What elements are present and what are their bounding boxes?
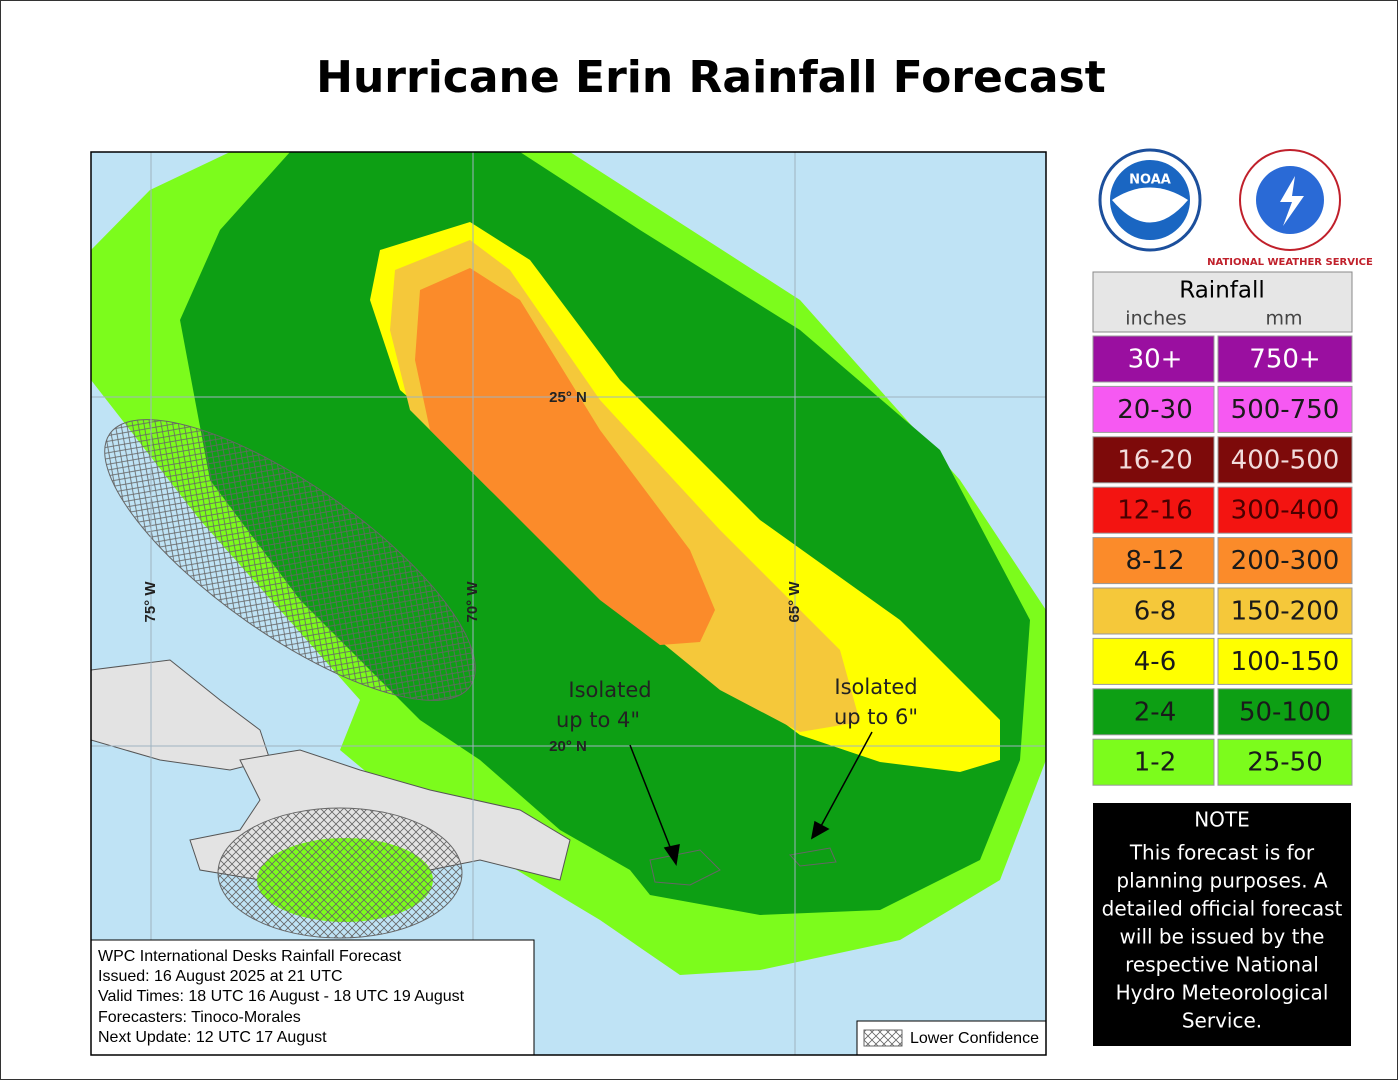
nws-logo: NATIONAL WEATHER SERVICE bbox=[1207, 149, 1373, 268]
note-line: respective National bbox=[1125, 953, 1319, 977]
noaa-logo: NOAA bbox=[1098, 148, 1202, 252]
legend-swatch bbox=[1092, 738, 1215, 786]
legend-swatch bbox=[1092, 385, 1215, 433]
note-title: NOTE bbox=[1194, 808, 1250, 832]
legend-swatch bbox=[1092, 335, 1215, 383]
legend-inches: 2-4 bbox=[1134, 697, 1176, 727]
info-line: Valid Times: 18 UTC 16 August - 18 UTC 1… bbox=[98, 988, 465, 1005]
note-line: planning purposes. A bbox=[1116, 869, 1328, 893]
info-box: WPC International Desks Rainfall Forecas… bbox=[91, 939, 535, 1055]
legend-swatch bbox=[1092, 537, 1215, 585]
note-line: Hydro Meteorological bbox=[1116, 981, 1329, 1005]
legend-inches: 12-16 bbox=[1117, 496, 1193, 526]
legend-unit: mm bbox=[1265, 308, 1302, 330]
note-line: detailed official forecast bbox=[1102, 897, 1343, 921]
legend-swatch bbox=[1217, 335, 1353, 383]
logo-text: NOAA bbox=[1129, 173, 1171, 188]
legend-swatch bbox=[1217, 688, 1353, 736]
legend-swatch bbox=[1217, 537, 1353, 585]
lower-confidence-key: Lower Confidence bbox=[856, 1020, 1046, 1055]
legend-title: Rainfall bbox=[1179, 278, 1265, 304]
legend-mm: 50-100 bbox=[1239, 697, 1331, 727]
annotation: up to 6" bbox=[834, 705, 918, 729]
legend-swatch bbox=[1217, 385, 1353, 433]
legend-inches: 4-6 bbox=[1134, 647, 1176, 677]
legend-swatch bbox=[1217, 587, 1353, 635]
legend-swatch bbox=[1217, 738, 1353, 786]
info-line: Forecasters: Tinoco-Morales bbox=[98, 1009, 301, 1026]
legend: Rainfall inches mm 30+ 750+ 20-30 500-750 16… bbox=[1092, 271, 1353, 786]
info-line: Issued: 16 August 2025 at 21 UTC bbox=[98, 968, 343, 985]
legend-mm: 300-400 bbox=[1231, 496, 1340, 526]
lat-label: 25° N bbox=[549, 389, 587, 406]
lat-label: 20° N bbox=[549, 738, 587, 755]
legend-mm: 750+ bbox=[1249, 345, 1320, 375]
legend-mm: 400-500 bbox=[1231, 445, 1340, 475]
annotation: Isolated bbox=[568, 678, 651, 702]
lon-label: 65° W bbox=[786, 581, 803, 623]
legend-swatch bbox=[1092, 486, 1215, 534]
key-label: Lower Confidence bbox=[910, 1030, 1039, 1047]
annotation: up to 4" bbox=[556, 708, 640, 732]
note-line: This forecast is for bbox=[1129, 841, 1315, 865]
lon-label: 75° W bbox=[142, 581, 159, 623]
graticule bbox=[91, 152, 1046, 1055]
legend-inches: 16-20 bbox=[1117, 445, 1193, 475]
note-line: Service. bbox=[1182, 1009, 1262, 1033]
info-line: WPC International Desks Rainfall Forecas… bbox=[98, 948, 402, 965]
legend-swatch bbox=[1092, 637, 1215, 685]
legend-mm: 500-750 bbox=[1231, 395, 1340, 425]
legend-swatch bbox=[1217, 637, 1353, 685]
lower-confidence-area bbox=[104, 419, 476, 701]
legend-mm: 100-150 bbox=[1231, 647, 1340, 677]
title: Hurricane Erin Rainfall Forecast bbox=[316, 52, 1106, 103]
legend-inches: 30+ bbox=[1128, 345, 1183, 375]
legend-unit: inches bbox=[1125, 308, 1186, 330]
lower-confidence-area bbox=[217, 807, 463, 939]
info-line: Next Update: 12 UTC 17 August bbox=[98, 1029, 327, 1046]
arrows bbox=[629, 731, 873, 866]
zone-8-12 bbox=[415, 268, 715, 645]
note-box: NOTE bbox=[1093, 803, 1351, 1046]
legend-mm: 150-200 bbox=[1231, 597, 1340, 627]
legend-swatch bbox=[1092, 587, 1215, 635]
legend-inches: 8-12 bbox=[1125, 546, 1184, 576]
note-line: will be issued by the bbox=[1120, 925, 1325, 949]
legend-inches: 6-8 bbox=[1134, 597, 1176, 627]
map: 25° N 20° N 75° W 70° W 65° W Isolated u… bbox=[91, 152, 1046, 1055]
lon-label: 70° W bbox=[464, 581, 481, 623]
legend-inches: 1-2 bbox=[1134, 748, 1176, 778]
legend-swatch bbox=[1217, 436, 1353, 484]
legend-swatch bbox=[1217, 486, 1353, 534]
legend-inches: 20-30 bbox=[1117, 395, 1193, 425]
legend-mm: 200-300 bbox=[1231, 546, 1340, 576]
annotation: Isolated bbox=[834, 675, 917, 699]
logo-text: NATIONAL WEATHER SERVICE bbox=[1207, 257, 1373, 268]
legend-swatch bbox=[1092, 688, 1215, 736]
legend-swatch bbox=[1092, 436, 1215, 484]
legend-mm: 25-50 bbox=[1247, 748, 1323, 778]
